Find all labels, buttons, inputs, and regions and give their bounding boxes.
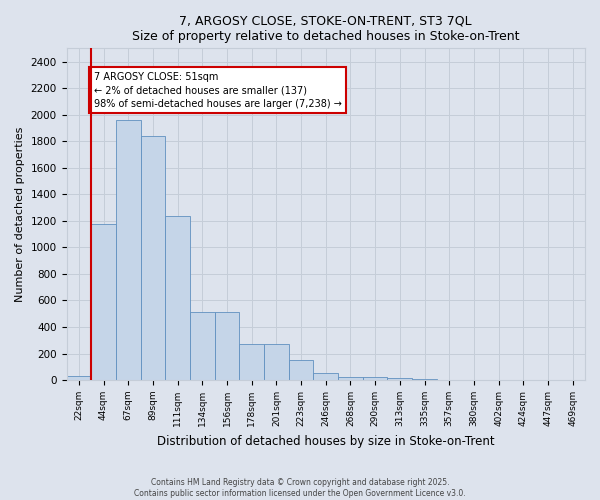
Y-axis label: Number of detached properties: Number of detached properties [15, 126, 25, 302]
Bar [165, 216, 190, 380]
Bar [289, 360, 313, 380]
Text: 7 ARGOSY CLOSE: 51sqm
← 2% of detached houses are smaller (137)
98% of semi-deta: 7 ARGOSY CLOSE: 51sqm ← 2% of detached h… [94, 72, 341, 108]
Bar [264, 344, 289, 380]
Bar [412, 379, 437, 380]
Bar [116, 120, 140, 380]
Bar [338, 377, 363, 380]
Text: Contains HM Land Registry data © Crown copyright and database right 2025.
Contai: Contains HM Land Registry data © Crown c… [134, 478, 466, 498]
Bar [67, 376, 91, 380]
Bar [91, 224, 116, 380]
Bar [363, 377, 388, 380]
Bar [388, 378, 412, 380]
Bar [190, 312, 215, 380]
Bar [215, 312, 239, 380]
Bar [239, 344, 264, 380]
Bar [313, 373, 338, 380]
Bar [140, 136, 165, 380]
Title: 7, ARGOSY CLOSE, STOKE-ON-TRENT, ST3 7QL
Size of property relative to detached h: 7, ARGOSY CLOSE, STOKE-ON-TRENT, ST3 7QL… [132, 15, 520, 43]
X-axis label: Distribution of detached houses by size in Stoke-on-Trent: Distribution of detached houses by size … [157, 434, 494, 448]
